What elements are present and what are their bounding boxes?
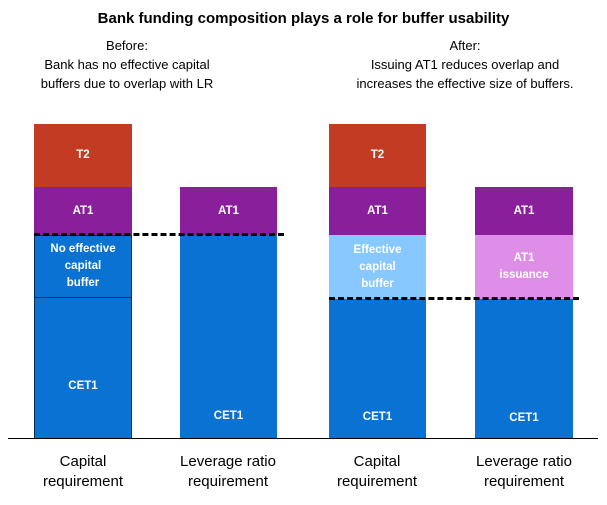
- segment-label: CET1: [68, 379, 98, 392]
- after-caption: After: Issuing AT1 reduces overlap and i…: [320, 36, 607, 93]
- segment-label: buffer: [361, 277, 394, 290]
- before-line-2: buffers due to overlap with LR: [40, 76, 214, 91]
- segment-label: CET1: [213, 409, 244, 422]
- after-line-2: increases the effective size of buffers.: [356, 76, 574, 91]
- before-heading: Before:: [106, 38, 148, 53]
- segment-label: T2: [76, 149, 90, 161]
- segment-at1: AT1: [34, 187, 132, 235]
- category-label-leverage-after: Leverage ratio requirement: [454, 452, 594, 492]
- segment-label: CET1: [362, 410, 393, 423]
- segment-label: No effective: [50, 243, 116, 255]
- segment-at1-issuance: AT1 issuance: [475, 235, 573, 299]
- x-axis-baseline: [8, 438, 598, 439]
- segment-at1: AT1: [180, 187, 277, 235]
- before-caption: Before: Bank has no effective capital bu…: [20, 36, 234, 93]
- category-label-leverage-before: Leverage ratio requirement: [158, 452, 298, 492]
- category-label-line: requirement: [42, 473, 124, 490]
- category-label-line: requirement: [336, 473, 418, 490]
- segment-cet1: CET1: [180, 235, 277, 439]
- category-label-line: requirement: [187, 473, 269, 490]
- segment-cet1: CET1: [329, 299, 426, 439]
- segment-label: capital: [359, 260, 396, 273]
- segment-label: T2: [370, 149, 385, 161]
- category-label-line: Capital: [59, 453, 107, 470]
- segment-cet1: CET1: [34, 298, 132, 439]
- segment-label: AT1: [218, 204, 239, 217]
- segment-label: buffer: [66, 277, 100, 289]
- after-heading: After:: [449, 38, 481, 53]
- segment-label: AT1: [513, 204, 535, 217]
- segment-label: AT1: [72, 204, 94, 217]
- segment-label: AT1: [367, 204, 388, 217]
- category-label-line: requirement: [483, 473, 565, 490]
- segment-cet1: CET1: [475, 299, 573, 439]
- category-label-capital-after: Capital requirement: [312, 452, 442, 492]
- after-line-1: Issuing AT1 reduces overlap and: [370, 57, 560, 72]
- segment-label: capital: [64, 260, 102, 272]
- segment-effective-buffer: Effective capital buffer: [329, 235, 426, 299]
- segment-t2: T2: [34, 124, 132, 187]
- segment-t2: T2: [329, 124, 426, 187]
- category-label-line: Capital: [353, 453, 401, 470]
- category-label-line: Leverage ratio: [180, 453, 276, 470]
- segment-at1: AT1: [475, 187, 573, 235]
- overlap-line-after: [329, 297, 579, 300]
- before-line-1: Bank has no effective capital: [44, 57, 210, 72]
- segment-label: Effective: [353, 243, 402, 256]
- overlap-line-before: [34, 233, 284, 236]
- segment-at1: AT1: [329, 187, 426, 235]
- segment-label: AT1: [513, 252, 535, 264]
- category-label-line: Leverage ratio: [476, 453, 572, 470]
- segment-label: CET1: [509, 411, 539, 424]
- category-label-capital-before: Capital requirement: [18, 452, 148, 492]
- segment-label: issuance: [499, 269, 549, 281]
- segment-no-effective-buffer: No effective capital buffer: [34, 235, 132, 298]
- chart-title: Bank funding composition plays a role fo…: [97, 10, 510, 27]
